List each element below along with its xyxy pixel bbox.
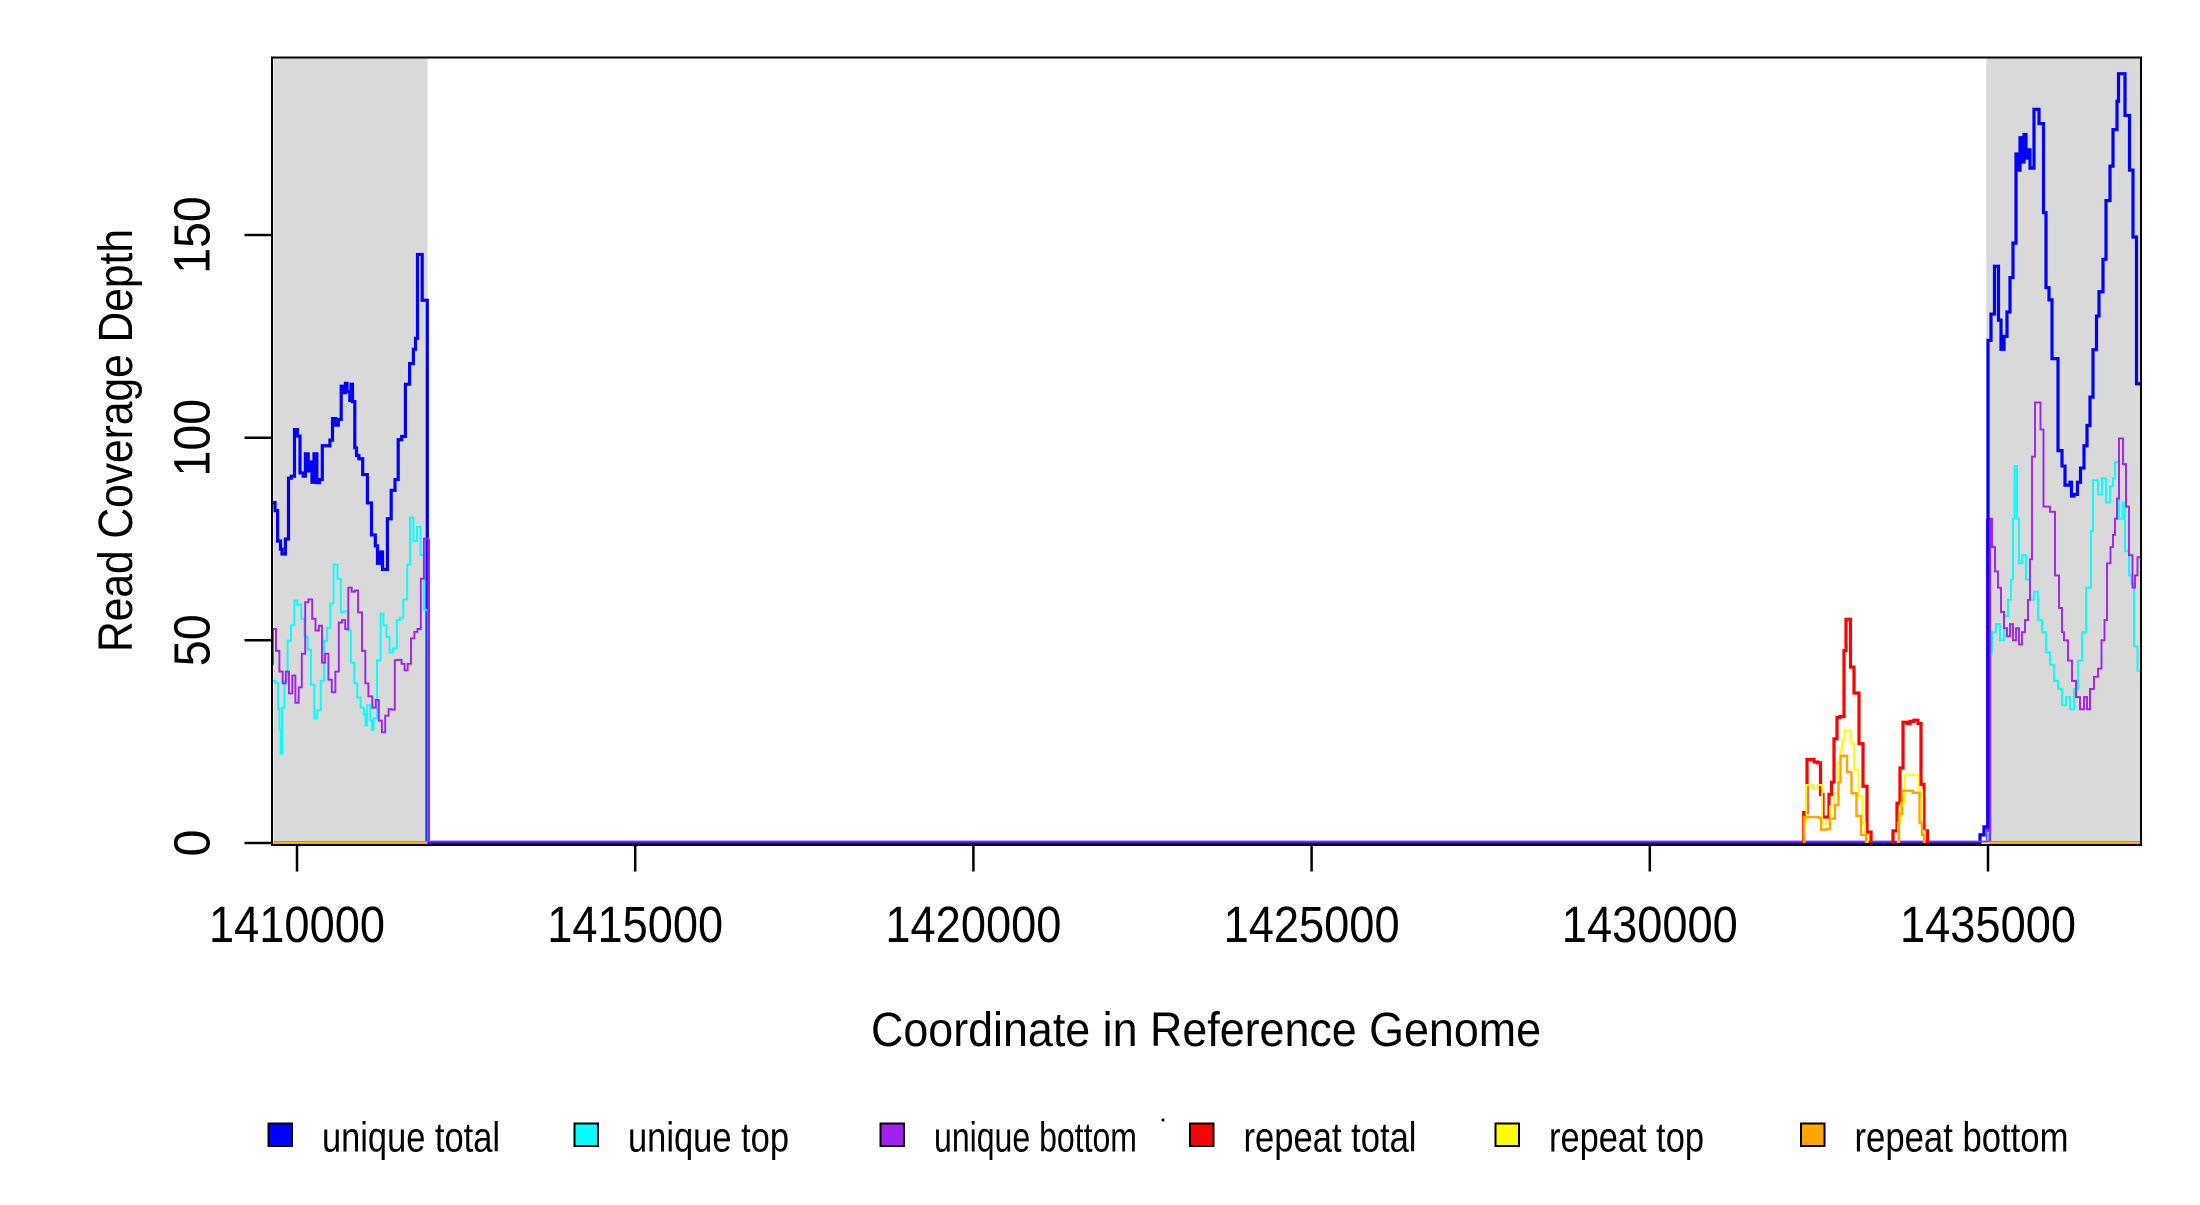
svg-text:1425000: 1425000 xyxy=(1224,896,1400,953)
svg-text:100: 100 xyxy=(164,399,221,477)
svg-text:1420000: 1420000 xyxy=(885,896,1061,953)
svg-text:repeat total: repeat total xyxy=(1244,1114,1417,1161)
svg-text:150: 150 xyxy=(164,196,221,274)
svg-text:1435000: 1435000 xyxy=(1900,896,2076,953)
svg-text:1415000: 1415000 xyxy=(547,896,723,953)
svg-text:1430000: 1430000 xyxy=(1562,896,1738,953)
svg-text:repeat top: repeat top xyxy=(1549,1114,1704,1161)
svg-text:unique bottom: unique bottom xyxy=(934,1114,1137,1161)
svg-text:repeat bottom: repeat bottom xyxy=(1855,1114,2069,1161)
svg-text:0: 0 xyxy=(164,830,221,857)
svg-text:Read Coverage Depth: Read Coverage Depth xyxy=(90,229,143,652)
svg-text:unique total: unique total xyxy=(322,1114,500,1161)
svg-text:unique top: unique top xyxy=(628,1114,789,1161)
svg-text:1410000: 1410000 xyxy=(209,896,385,953)
svg-text:50: 50 xyxy=(164,614,221,666)
svg-text:Coordinate in Reference Genome: Coordinate in Reference Genome xyxy=(871,1004,1541,1057)
